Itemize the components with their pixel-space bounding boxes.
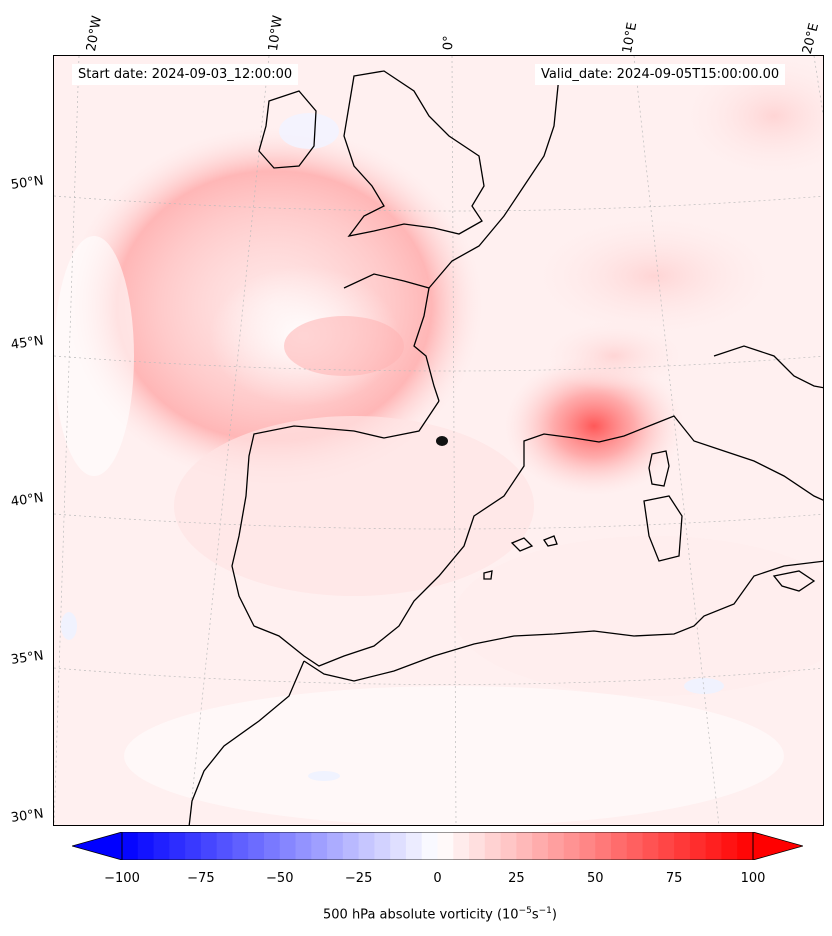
colorbar-bin <box>547 832 565 860</box>
lon-label-10w: 10°W <box>266 14 286 53</box>
colorbar-bin <box>232 832 249 860</box>
colorbar-bin <box>122 832 139 860</box>
colorbar-bin <box>200 832 218 860</box>
colorbar-bin <box>437 832 454 860</box>
colorbar-bin <box>216 832 233 860</box>
lat-label-40n: 40°N <box>10 490 45 510</box>
colorbar-bin <box>153 832 170 860</box>
colorbar-tick-label: −75 <box>187 871 215 886</box>
colorbar-tick-label: −100 <box>104 871 140 886</box>
lon-label-20e: 20°E <box>800 21 823 56</box>
colorbar-bin <box>484 832 502 860</box>
colorbar-bin <box>642 832 659 860</box>
colorbar-bin <box>327 832 344 860</box>
colorbar-bin <box>500 832 517 860</box>
colorbar-bin <box>705 832 722 860</box>
colorbar-bin <box>674 832 691 860</box>
colorbar-bin <box>169 832 186 860</box>
colorbar-bin <box>626 832 644 860</box>
map-frame[interactable] <box>53 55 824 826</box>
colorbar-bin <box>658 832 675 860</box>
colorbar-tick-label: −50 <box>266 871 294 886</box>
start-date-box: Start date: 2024-09-03_12:00:00 <box>72 64 299 85</box>
lat-label-50n: 50°N <box>10 173 45 193</box>
lon-label-0: 0° <box>441 35 457 51</box>
colorbar-extend-max <box>752 832 803 860</box>
colorbar-bin <box>469 832 486 860</box>
colorbar-frame <box>121 832 754 860</box>
lat-label-30n: 30°N <box>10 806 45 826</box>
colorbar-bin <box>185 832 202 860</box>
colorbar-bin <box>374 832 391 860</box>
colorbar-bin <box>453 832 470 860</box>
colorbar-bin <box>248 832 265 860</box>
colorbar-extend-min <box>72 832 123 860</box>
colorbar-bin <box>421 832 438 860</box>
valid-date-box: Valid_date: 2024-09-05T15:00:00.00 <box>535 64 786 85</box>
colorbar-label: 500 hPa absolute vorticity (10−5s−1) <box>323 906 557 923</box>
colorbar-tick-label: 100 <box>740 871 766 886</box>
location-marker <box>436 436 448 446</box>
colorbar-bin <box>579 832 596 860</box>
colorbar-bin <box>311 832 328 860</box>
colorbar-bin <box>390 832 407 860</box>
colorbar-bin <box>595 832 612 860</box>
colorbar-bin <box>721 832 738 860</box>
colorbar-tick-label: 75 <box>665 871 683 886</box>
colorbar <box>72 832 803 860</box>
vorticity-map[interactable] <box>54 56 824 826</box>
colorbar-bin <box>263 832 281 860</box>
vorticity-field <box>54 56 823 825</box>
lon-label-20w: 20°W <box>84 14 106 53</box>
colorbar-bin <box>737 832 754 860</box>
colorbar-bin <box>405 832 423 860</box>
colorbar-tick-label: 0 <box>433 871 442 886</box>
coastlines <box>188 70 823 825</box>
colorbar-tick-label: −25 <box>344 871 373 886</box>
colorbar-bin <box>689 832 707 860</box>
colorbar-bin <box>563 832 580 860</box>
lon-label-10e: 10°E <box>620 21 641 55</box>
colorbar-bin <box>358 832 375 860</box>
graticule-lines <box>54 56 823 825</box>
lat-label-35n: 35°N <box>10 648 45 668</box>
lat-label-45n: 45°N <box>10 333 45 353</box>
colorbar-bin <box>532 832 549 860</box>
colorbar-bin <box>279 832 297 860</box>
colorbar-tick-label: 25 <box>508 871 525 886</box>
colorbar-bin <box>516 832 533 860</box>
colorbar-tick-label: 50 <box>586 871 604 886</box>
colorbar-bin <box>137 832 155 860</box>
colorbar-bin <box>342 832 360 860</box>
colorbar-bin <box>611 832 628 860</box>
colorbar-bin <box>295 832 312 860</box>
